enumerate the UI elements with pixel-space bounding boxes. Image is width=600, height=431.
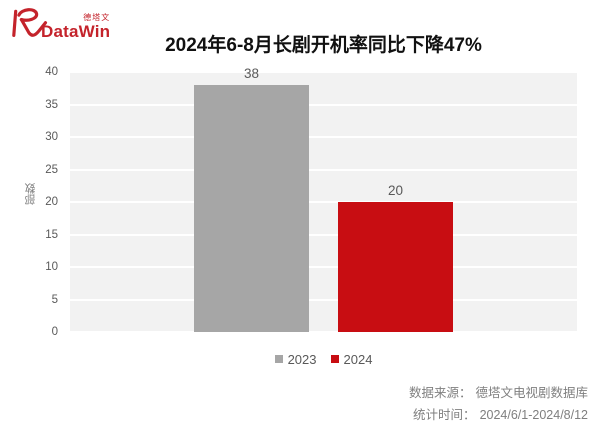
legend-swatch	[330, 355, 339, 363]
chart-legend: 2023 2024	[70, 351, 577, 367]
gridline	[70, 298, 577, 301]
gridline	[70, 103, 577, 106]
y-tick-label: 25	[45, 163, 58, 176]
logo-brand-name: DataWin	[41, 22, 111, 41]
logo-text-block: 德塔文 DataWin	[41, 13, 111, 41]
data-source-label: 数据来源：	[408, 386, 472, 400]
y-tick-label: 35	[45, 98, 58, 111]
y-tick-label: 10	[45, 261, 58, 273]
datawin-logo: 德塔文 DataWin	[10, 6, 110, 42]
y-tick-label: 30	[45, 131, 58, 143]
gridline	[70, 168, 577, 171]
chart-title: 2024年6-8月长剧开机率同比下降47%	[165, 35, 482, 56]
gridline	[70, 71, 577, 73]
stat-time-label: 统计时间：	[413, 408, 476, 422]
bar-2024	[338, 202, 453, 332]
gridline	[70, 331, 577, 333]
y-tick-label: 20	[45, 196, 58, 208]
data-source-line: 数据来源： 德塔文电视剧数据库	[409, 382, 588, 404]
legend-item-2023: 2023	[274, 351, 317, 367]
y-tick-label: 5	[51, 293, 58, 306]
legend-label: 2023	[287, 351, 317, 367]
bar-value-label: 20	[387, 183, 404, 198]
bar-value-label: 38	[243, 66, 260, 81]
y-tick-label: 15	[45, 228, 58, 241]
stat-time-value: 2024/6/1-2024/8/12	[479, 408, 588, 422]
data-source-value: 德塔文电视剧数据库	[475, 386, 588, 400]
plot-area: 38 20	[70, 66, 577, 333]
logo-chinese-name: 德塔文	[83, 13, 111, 22]
datawin-logo-icon	[12, 8, 48, 37]
y-tick-label: 40	[45, 66, 58, 78]
legend-item-2024: 2024	[330, 351, 373, 367]
legend-swatch	[274, 355, 283, 363]
gridline	[70, 233, 577, 236]
y-tick-label: 0	[51, 326, 58, 338]
bar-2023	[194, 85, 309, 332]
stat-time-line: 统计时间： 2024/6/1-2024/8/12	[409, 404, 588, 426]
gridline	[70, 201, 577, 203]
gridline	[70, 136, 577, 138]
y-axis-ticks: 40 35 30 25 20 15 10 5 0	[0, 66, 58, 338]
gridline	[70, 266, 577, 268]
footer: 数据来源： 德塔文电视剧数据库 统计时间： 2024/6/1-2024/8/12	[409, 382, 588, 426]
legend-label: 2024	[343, 351, 373, 367]
